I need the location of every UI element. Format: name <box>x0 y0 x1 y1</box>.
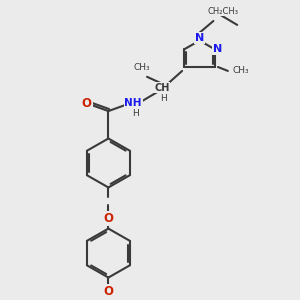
Text: CH₃: CH₃ <box>232 66 249 75</box>
Text: CH₂CH₃: CH₂CH₃ <box>208 7 239 16</box>
Text: H: H <box>160 94 167 103</box>
Text: O: O <box>103 212 113 225</box>
Text: CH₃: CH₃ <box>134 62 150 71</box>
Text: O: O <box>103 285 113 298</box>
Text: O: O <box>82 97 92 110</box>
Text: N: N <box>213 44 223 54</box>
Text: H: H <box>132 109 139 118</box>
Text: N: N <box>195 33 204 43</box>
Text: NH: NH <box>124 98 142 108</box>
Text: CH: CH <box>154 82 170 93</box>
